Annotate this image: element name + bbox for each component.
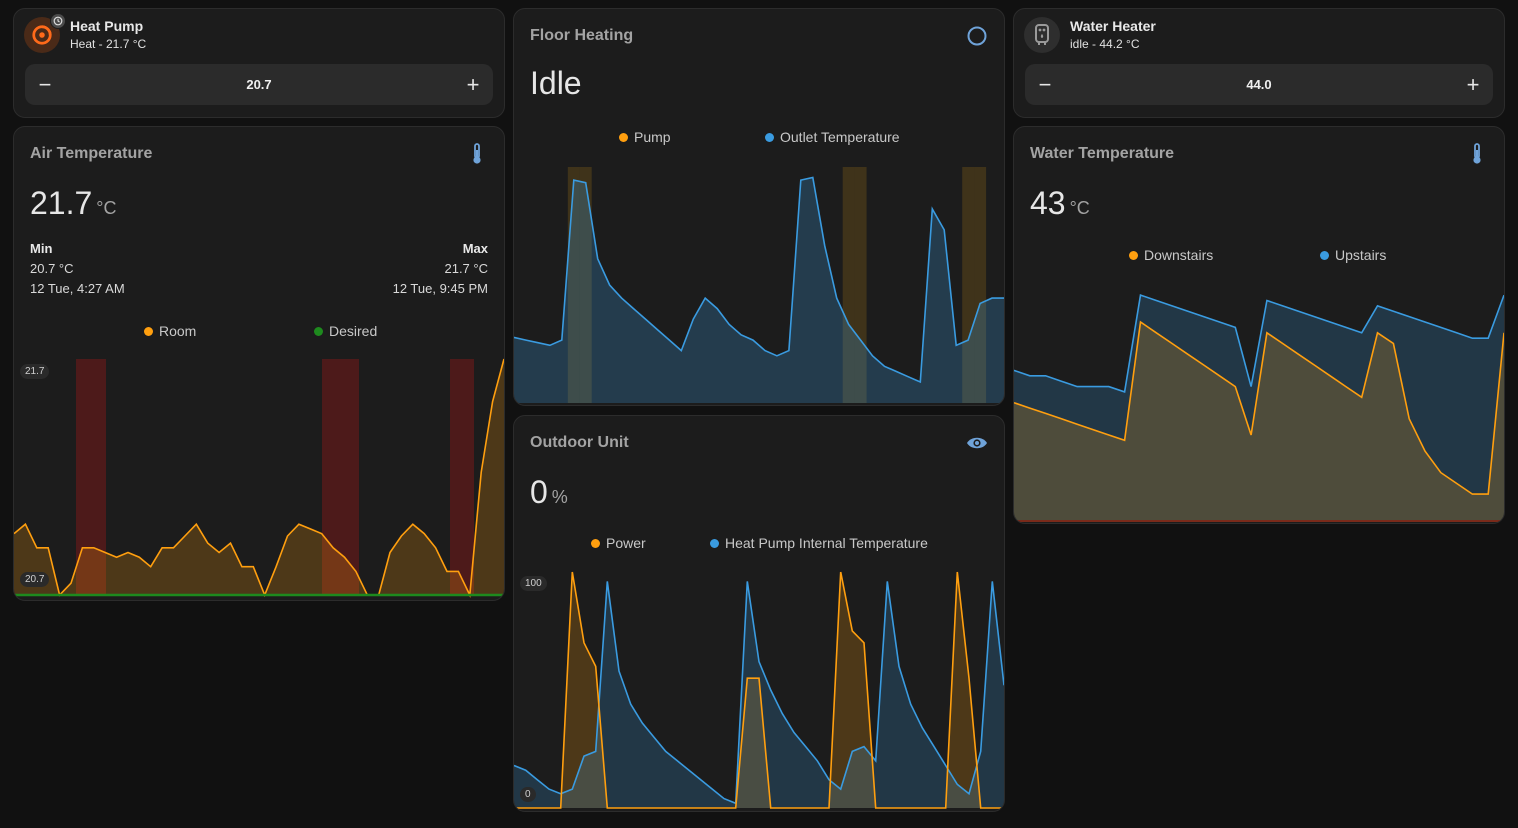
value-unit: °C xyxy=(1069,198,1090,218)
current-value: 43 °C xyxy=(1030,185,1090,222)
power-area xyxy=(514,572,1004,808)
water-temperature-card[interactable]: Water Temperature 43 °C Downstairs Upstai… xyxy=(1013,126,1505,524)
heat-pump-stepper: − 20.7 + xyxy=(25,64,493,105)
water-heater-card[interactable]: Water Heater idle - 44.2 °C − 44.0 + xyxy=(1013,8,1505,118)
legend-dot xyxy=(1129,250,1138,260)
legend-room[interactable]: Room xyxy=(144,323,196,339)
increase-button[interactable]: + xyxy=(1466,71,1480,97)
min-time: 12 Tue, 4:27 AM xyxy=(30,281,125,296)
legend-upstairs[interactable]: Upstairs xyxy=(1320,247,1386,263)
water-heater-name: Water Heater xyxy=(1070,18,1156,34)
heat-pump-icon[interactable] xyxy=(24,13,66,53)
legend-dot xyxy=(619,132,628,142)
min-value: 20.7 °C xyxy=(30,261,74,276)
legend-label: Room xyxy=(159,323,197,339)
legend-downstairs[interactable]: Downstairs xyxy=(1129,247,1213,263)
downstairs-area xyxy=(1014,322,1504,521)
heating-band xyxy=(322,359,359,595)
heat-pump-header: Heat Pump Heat - 21.7 °C xyxy=(24,13,147,53)
clock-icon xyxy=(50,13,66,29)
value-number: 43 xyxy=(1030,185,1066,221)
y-axis-max-label: 100 xyxy=(520,576,547,591)
thermometer-icon xyxy=(466,143,488,165)
legend-label: Heat Pump Internal Temperature xyxy=(725,535,928,551)
power-line xyxy=(514,571,1004,809)
current-value: 21.7 °C xyxy=(30,185,116,222)
outdoor-unit-chart[interactable] xyxy=(514,566,1004,811)
heating-band xyxy=(76,359,106,595)
water-temperature-chart[interactable] xyxy=(1014,277,1504,523)
card-title: Water Temperature xyxy=(1030,145,1175,162)
value-number: 0 xyxy=(530,474,548,510)
decrease-button[interactable]: − xyxy=(38,71,52,97)
legend-label: Pump xyxy=(634,129,671,145)
y-axis-min-label: 0 xyxy=(520,787,536,802)
upstairs-line xyxy=(1014,294,1504,393)
current-value: 0% xyxy=(530,474,568,511)
current-state: Idle xyxy=(530,65,582,101)
y-axis-max-label: 21.7 xyxy=(20,364,50,379)
target-temperature-value: 20.7 xyxy=(246,77,272,92)
legend-power[interactable]: Power xyxy=(591,535,646,551)
outdoor-unit-card[interactable]: Outdoor Unit 0% Power Heat Pump Internal… xyxy=(513,415,1005,812)
legend-outlet-temperature[interactable]: Outlet Temperature xyxy=(765,129,900,145)
decrease-button[interactable]: − xyxy=(1038,71,1052,97)
card-title: Floor Heating xyxy=(530,27,634,44)
heat-pump-card[interactable]: Heat Pump Heat - 21.7 °C − 20.7 + xyxy=(13,8,505,118)
legend-dot xyxy=(591,538,600,548)
legend-dot xyxy=(144,326,153,336)
legend-label: Upstairs xyxy=(1335,247,1387,263)
thermometer-icon xyxy=(1466,143,1488,165)
legend-pump[interactable]: Pump xyxy=(619,129,671,145)
temperature-line xyxy=(514,581,1004,805)
card-title: Air Temperature xyxy=(30,145,153,162)
legend-label: Power xyxy=(606,535,646,551)
y-axis-min-label: 20.7 xyxy=(20,572,50,587)
legend-label: Desired xyxy=(329,323,378,339)
heat-pump-state: Heat - 21.7 °C xyxy=(70,37,147,51)
air-temperature-chart[interactable] xyxy=(14,357,504,600)
min-label: Min xyxy=(30,241,53,256)
max-value: 21.7 °C xyxy=(444,261,488,276)
temperature-area xyxy=(514,581,1004,808)
heating-band xyxy=(450,359,474,595)
heat-pump-name: Heat Pump xyxy=(70,18,144,34)
legend-dot xyxy=(1320,250,1329,260)
eye-icon xyxy=(966,432,988,454)
increase-button[interactable]: + xyxy=(466,71,480,97)
water-heater-state: idle - 44.2 °C xyxy=(1070,37,1140,51)
max-label: Max xyxy=(462,241,488,256)
outlet-line xyxy=(514,176,1004,384)
value-number: 21.7 xyxy=(30,185,93,221)
legend-label: Outlet Temperature xyxy=(780,129,900,145)
value-unit: °C xyxy=(96,198,117,218)
pump-band xyxy=(579,167,592,403)
room-line xyxy=(14,358,504,598)
legend-label: Downstairs xyxy=(1144,247,1214,263)
water-boiler-icon[interactable] xyxy=(1024,17,1060,53)
legend-heat-pump-internal-temperature[interactable]: Heat Pump Internal Temperature xyxy=(710,535,928,551)
max-time: 12 Tue, 9:45 PM xyxy=(392,281,488,296)
air-temperature-card[interactable]: Air Temperature 21.7 °C Min 20.7 °C 12 Tu… xyxy=(13,126,505,601)
circle-outline-icon xyxy=(966,25,988,47)
pump-band xyxy=(974,167,987,403)
target-temperature-value: 44.0 xyxy=(1246,77,1272,92)
legend-dot xyxy=(765,132,774,142)
pump-band xyxy=(842,167,855,403)
value-unit: % xyxy=(551,487,568,507)
legend-dot xyxy=(314,326,323,336)
card-title: Outdoor Unit xyxy=(530,434,629,451)
floor-heating-chart[interactable] xyxy=(514,165,1004,405)
max-block: Max 21.7 °C 12 Tue, 9:45 PM xyxy=(393,239,488,299)
water-heater-stepper: − 44.0 + xyxy=(1025,64,1493,105)
legend-dot xyxy=(710,538,719,548)
downstairs-line xyxy=(1014,320,1504,495)
pump-band xyxy=(962,167,975,403)
floor-heating-card[interactable]: Floor Heating Idle Pump Outlet Temperatu… xyxy=(513,8,1005,406)
legend-desired[interactable]: Desired xyxy=(314,323,377,339)
min-block: Min 20.7 °C 12 Tue, 4:27 AM xyxy=(30,239,125,299)
outlet-area xyxy=(514,177,1004,403)
water-heater-header: Water Heater idle - 44.2 °C xyxy=(1024,17,1156,53)
